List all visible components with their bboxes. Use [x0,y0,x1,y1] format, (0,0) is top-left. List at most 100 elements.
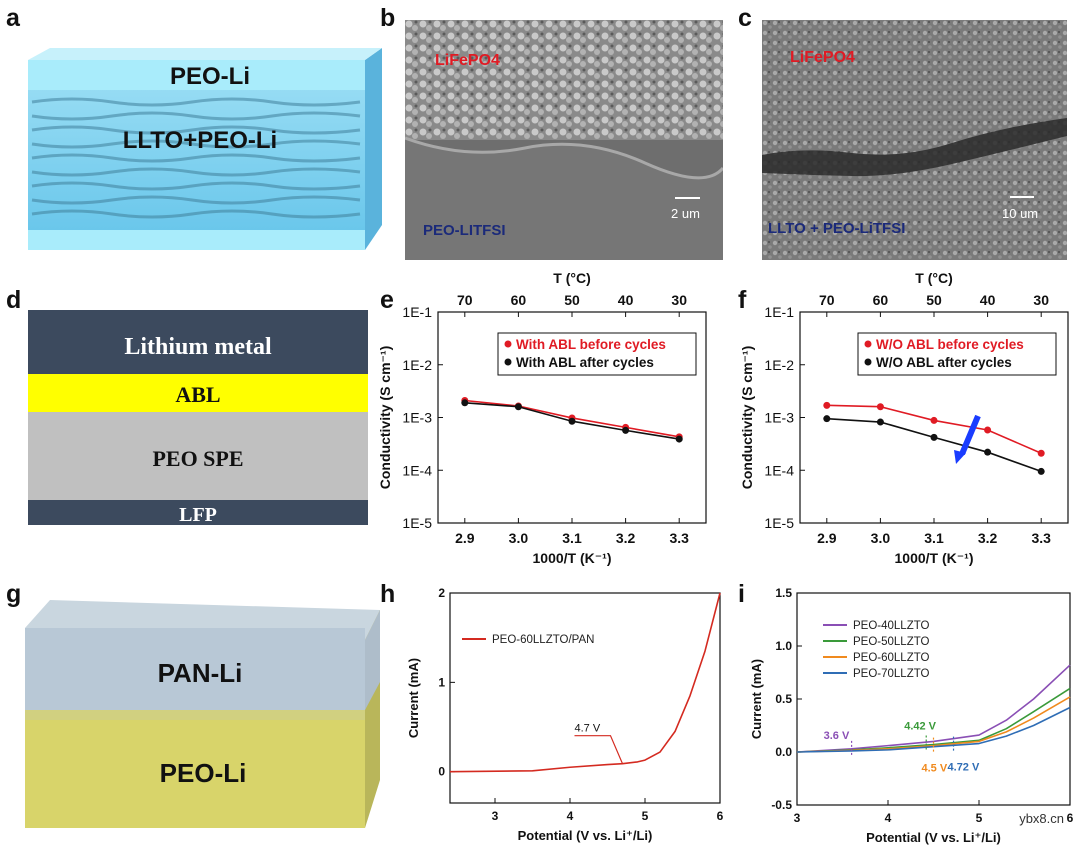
x-tick-label: 3.0 [871,530,891,546]
panel-label-h: h [380,580,396,608]
label-peo-li-g: PEO-Li [160,758,247,788]
top-tick-label: 30 [671,292,687,308]
y-tick-label: 1E-3 [402,410,432,426]
x-tick-label: 3.3 [669,530,689,546]
data-point [675,435,683,443]
panel-label-c: c [738,4,752,32]
x-tick-label: 3.3 [1031,530,1051,546]
layer-lithium-metal [28,310,368,374]
legend-entry: PEO-70LLZTO [853,668,930,680]
label-pan-li: PAN-Li [158,658,243,688]
onset-label: 4.42 V [904,721,936,733]
x-tick-label: 3 [492,809,499,823]
label-lifepo4-b: LiFePO4 [435,52,500,69]
x-tick-label: 5 [642,809,649,823]
panel-label-b: b [380,4,396,32]
chart-i-lsv: -0.5 0.0 0.5 1.0 1.5 3 4 5 6 Potential (V vs. Li⁺… [749,586,1074,845]
legend-marker [504,358,512,366]
legend-entry: W/O ABL after cycles [876,355,1012,370]
data-point [568,417,576,425]
top-tick-label: 30 [1033,292,1049,308]
y-tick-label: 1E-1 [764,304,794,320]
legend-marker [864,358,872,366]
x-tick-label: 2.9 [817,530,837,546]
y-tick-label: 2 [438,586,445,600]
x-axis-title: 1000/T (K⁻¹) [533,550,612,566]
y-tick-label: 1.5 [775,586,792,600]
y-axis-title: Current (mA) [749,659,764,739]
x-tick-label: 4 [567,809,574,823]
plot-frame [449,592,721,804]
data-point [930,433,938,441]
legend-entry: PEO-60LLZTO [853,652,930,664]
x-tick-label: 2.9 [455,530,475,546]
y-tick-label: 1E-5 [402,515,432,531]
data-point [514,403,522,411]
layer-label-abl: ABL [175,382,220,407]
x-tick-label: 3.1 [924,530,944,546]
decrease-arrowhead [954,450,966,464]
onset-label: 4.5 V [922,763,948,775]
top-axis-title: T (°C) [915,270,952,286]
panel-a-schematic: PEO-Li LLTO+PEO-Li [28,48,382,250]
data-point [984,426,992,434]
panel-b-sem-image: LiFePO4 PEO-LITFSI 2 um [405,20,723,260]
top-tick-label: 60 [873,292,889,308]
legend-marker [504,340,512,348]
data-point [984,448,992,456]
data-point [1037,449,1045,457]
series-line [826,417,1042,473]
chart-e-conductivity: 1E-5 1E-4 1E-3 1E-2 1E-1 2.9 70 3.0 60 3.1 50 3.2 40… [377,270,707,566]
decrease-arrow [959,414,981,456]
y-tick-label: 0 [438,765,445,779]
top-tick-label: 40 [618,292,634,308]
top-axis-title: T (°C) [553,270,590,286]
x-axis-title: Potential (V vs. Li⁺/Li) [866,830,1001,845]
label-peo-litfsi: PEO-LITFSI [423,222,506,239]
y-tick-label: 1E-1 [402,304,432,320]
data-point [876,403,884,411]
y-tick-label: 0.5 [775,692,792,706]
top-tick-label: 70 [819,292,835,308]
legend-entry: W/O ABL before cycles [876,337,1024,352]
y-axis-title: Current (mA) [406,658,421,738]
data-point [930,416,938,424]
x-tick-label: 3.2 [978,530,998,546]
scale-label-b: 2 um [671,206,700,221]
panel-label-i: i [738,580,745,608]
top-tick-label: 40 [980,292,996,308]
y-tick-label: 1 [438,675,445,689]
panel-label-e: e [380,286,394,314]
legend-entry: With ABL after cycles [516,355,654,370]
y-tick-label: 1E-4 [402,462,432,478]
y-tick-label: 1.0 [775,639,792,653]
legend-entry: PEO-50LLZTO [853,636,930,648]
x-tick-label: 4 [885,811,892,825]
x-tick-label: 5 [976,811,983,825]
top-tick-label: 50 [926,292,942,308]
x-tick-label: 3.1 [562,530,582,546]
top-tick-label: 70 [457,292,473,308]
scale-label-c: 10 um [1002,206,1038,221]
y-tick-label: 1E-4 [764,462,794,478]
label-peo-li: PEO-Li [170,63,250,90]
legend-entry: With ABL before cycles [516,337,666,352]
y-tick-label: 1E-2 [764,357,794,373]
layer-abl [28,374,368,412]
top-tick-label: 60 [511,292,527,308]
legend-marker [864,340,872,348]
x-tick-label: 3.0 [509,530,529,546]
chart-h-lsv: 0 1 2 3 4 5 6 Potential (V vs. Li⁺/Li) Current (… [406,586,724,843]
layer-label-peo-spe: PEO SPE [152,446,243,471]
data-point [823,415,831,423]
watermark: ybx8.cn [1019,811,1064,826]
x-axis-title: 1000/T (K⁻¹) [895,550,974,566]
panel-label-a: a [6,4,20,32]
data-point [823,401,831,409]
x-tick-label: 3 [794,811,801,825]
panel-d-layer-stack: Lithium metal ABL PEO SPE LFP [28,310,368,525]
series-line [826,404,1042,454]
y-axis-title: Conductivity (S cm⁻¹) [739,346,755,490]
panel-label-d: d [6,286,22,314]
y-tick-label: 1E-2 [402,357,432,373]
